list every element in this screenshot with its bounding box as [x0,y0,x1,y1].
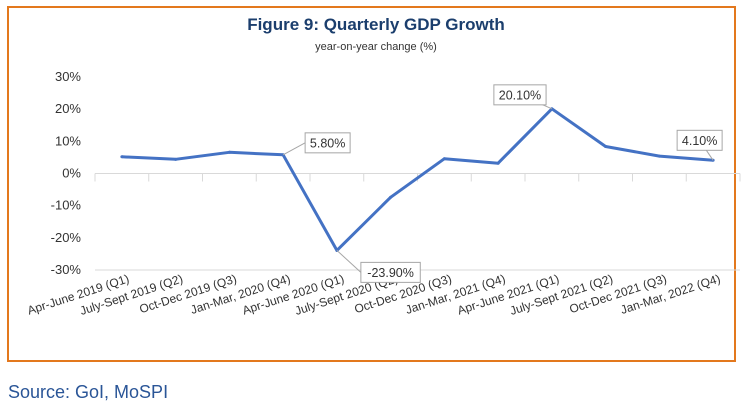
y-tick-label: 10% [55,133,81,148]
callout-box [360,261,421,283]
data-labels: 5.80% -23.90% 20.10% 4.10% [120,84,723,283]
data-point [120,155,124,159]
callout-box [304,132,351,154]
gdp-growth-line [121,107,714,252]
data-point [389,195,393,199]
data-point [496,161,500,165]
callout-box [676,129,723,151]
data-label: 20.10% [499,88,541,102]
chart-frame [7,6,736,362]
data-point [657,154,661,158]
y-tick-label: -10% [51,198,82,213]
vertical-gridlines [94,173,741,271]
y-tick-label: -20% [51,230,82,245]
y-tick-label: 0% [62,166,81,181]
y-tick-label: 30% [55,69,81,84]
data-point [442,157,446,161]
y-tick-label: -30% [51,262,82,277]
callout-leader [336,250,362,273]
data-point [604,144,608,148]
data-label: -23.90% [367,266,414,280]
chart-title: Figure 9: Quarterly GDP Growth [247,15,505,34]
y-tick-label: 20% [55,101,81,116]
source-note: Source: GoI, MoSPI [8,382,169,402]
chart-subtitle: year-on-year change (%) [315,41,437,53]
data-label: 5.80% [310,136,345,150]
y-axis: 30% 20% 10% 0% -10% -20% -30% [51,69,82,277]
data-label: 4.10% [682,134,717,148]
data-point [227,150,231,154]
callout-box [493,84,547,106]
callout-leader [282,142,306,156]
data-point [174,157,178,161]
